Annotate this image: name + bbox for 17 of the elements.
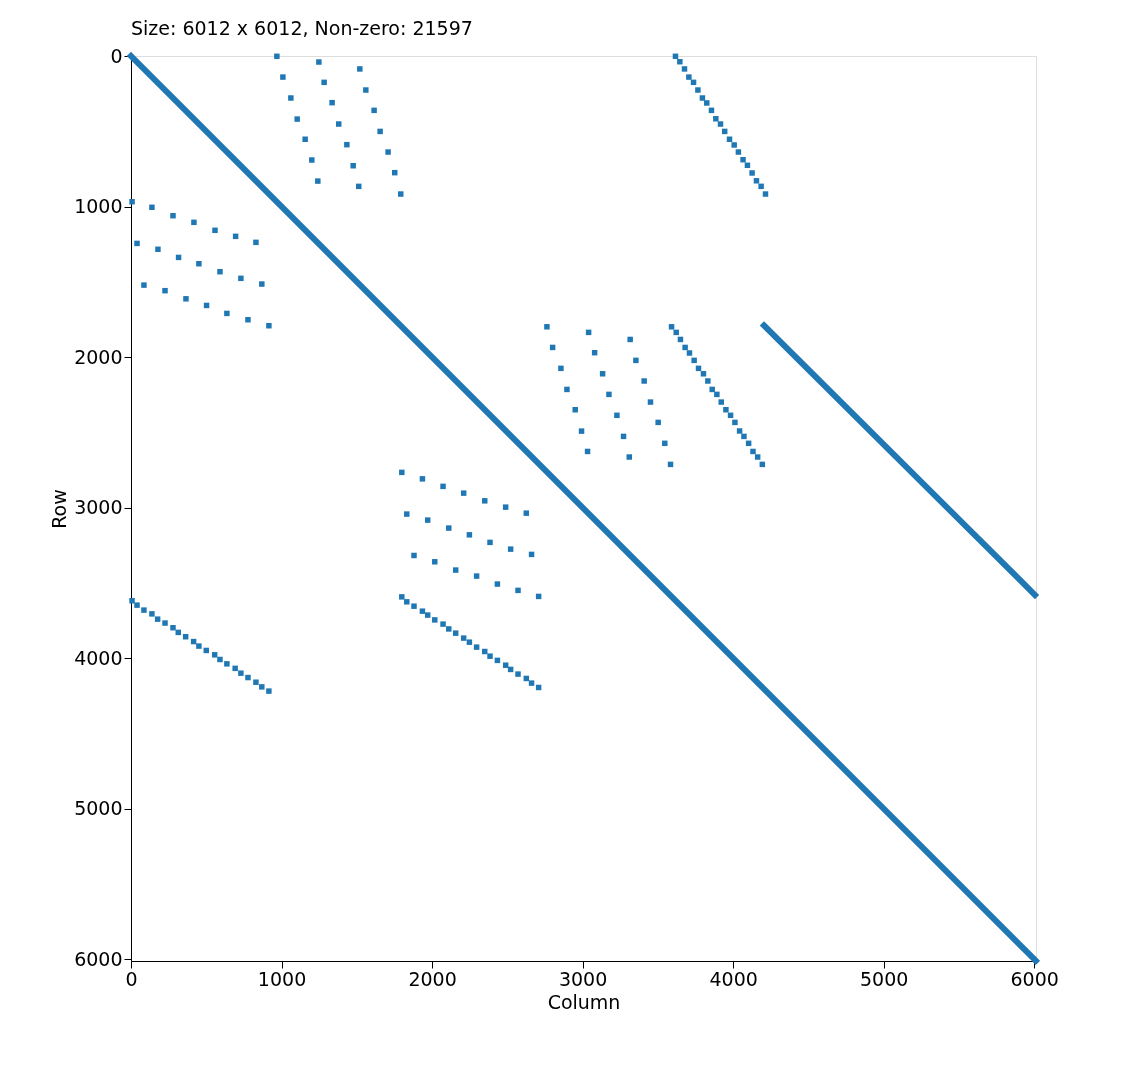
y-tick-label: 0	[110, 44, 123, 67]
x-axis-title: Column	[547, 990, 621, 1013]
x-tick-label: 6000	[1010, 967, 1059, 990]
x-tick-label: 1000	[257, 967, 307, 990]
y-tick-label: 6000	[74, 947, 123, 970]
y-tick-label: 3000	[74, 496, 123, 519]
x-tick-label: 4000	[709, 967, 758, 990]
x-tick-label: 0	[125, 967, 138, 990]
x-tick-label: 2000	[408, 967, 457, 990]
y-tick-label: 5000	[74, 797, 123, 820]
chart-title: Size: 6012 x 6012, Non-zero: 21597	[131, 17, 473, 39]
x-tick-label: 5000	[859, 967, 909, 990]
y-tick-label: 1000	[74, 195, 123, 218]
y-tick-label: 4000	[74, 646, 123, 669]
x-tick-label: 3000	[558, 967, 608, 990]
y-axis-title: Row	[48, 489, 71, 529]
y-tick-label: 2000	[74, 345, 123, 368]
